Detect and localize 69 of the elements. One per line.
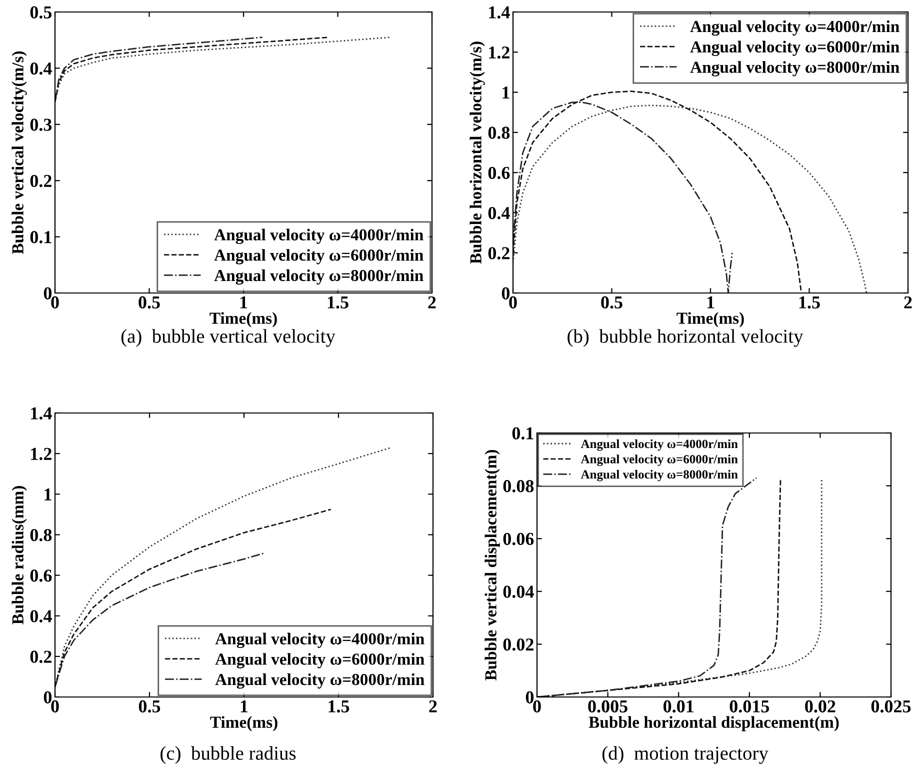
x-tick-label: 0.025 [871,700,911,713]
x-tick-label: 0.005 [588,700,628,713]
y-tick-label: 1.2 [31,448,52,460]
x-tick-label: 0.5 [138,296,160,309]
y-tick-label: 1 [44,488,52,500]
x-tick-label: 0.015 [730,700,770,713]
y-tick-label: 0.4 [488,206,510,220]
legend-label: Angual velocity ω=6000r/min [215,653,424,668]
y-tick-label: 0.4 [30,610,52,622]
y-tick-label: 0.02 [503,638,534,651]
legend-label: Angual velocity ω=6000r/min [580,454,738,466]
y-tick-label: 0 [44,287,52,300]
y-tick-label: 0.06 [503,532,534,546]
y-tick-label: 1.4 [489,6,510,19]
x-tick-label: 1.5 [328,296,348,309]
x-tick-label: 0.02 [805,700,836,713]
y-axis-title: Bubble vertical velocity(m/s) [12,51,27,254]
x-tick-label: 1 [240,700,248,712]
x-axis-title: Bubble horizontal displacement(m) [588,716,839,732]
x-tick-label: 2 [429,700,437,712]
y-tick-label: 0.6 [30,570,52,582]
y-tick-label: 0 [44,691,52,704]
y-tick-label: 0.1 [512,427,534,440]
text: (a) bubble vertical velocity [121,329,336,347]
y-tick-label: 0.2 [30,174,52,188]
x-tick-label: 0.5 [138,700,160,713]
y-tick-label: 0.04 [503,586,534,598]
y-axis-title: Bubble radius(mm) [12,486,27,624]
y-tick-label: 0.8 [30,528,52,542]
text: (b) bubble horizontal velocity [568,329,804,347]
y-tick-label: 0.8 [488,126,510,139]
legend-label: Angual velocity ω=4000r/min [214,228,424,244]
x-tick-label: 1.5 [799,296,820,309]
y-tick-label: 1.4 [31,407,52,420]
y-tick-label: 0.2 [488,247,510,260]
y-tick-label: 0.2 [30,650,52,663]
y-axis-title: Bubble vertical displacement(m) [484,450,500,680]
y-tick-label: 1 [502,86,510,99]
legend-label: Angual velocity ω=8000r/min [215,673,424,689]
y-axis-title: Bubble horizontal velocity(m/s) [470,42,485,264]
text: (d) motion trajectory [602,746,768,764]
legend-label: Angual velocity ω=8000r/min [690,61,900,76]
text: (c) bubble radius [160,746,296,764]
y-tick-label: 1.2 [489,46,510,59]
y-tick-label: 0.08 [503,480,534,492]
legend-label: Angual velocity ω=4000r/min [690,20,900,36]
legend-label: Angual velocity ω=4000r/min [580,439,738,451]
legend-label: Angual velocity ω=8000r/min [214,269,424,285]
y-tick-label: 0 [526,691,534,704]
y-tick-label: 0 [502,287,510,300]
x-axis-title: Time(ms) [210,716,278,732]
legend-label: Angual velocity ω=6000r/min [690,40,900,56]
y-tick-label: 0.3 [30,118,52,131]
x-tick-label: 2 [904,296,912,308]
legend-label: Angual velocity ω=8000r/min [580,470,738,482]
legend-label: Angual velocity ω=6000r/min [214,249,424,264]
x-tick-label: 1.5 [328,700,350,713]
x-axis-title: Time(ms) [676,312,744,328]
y-tick-label: 0.5 [30,6,52,19]
y-tick-label: 0.1 [30,231,52,244]
x-tick-label: 1 [707,296,714,308]
x-axis-title: Time(ms) [210,312,277,328]
y-tick-label: 0.4 [30,62,52,75]
x-tick-label: 1 [240,296,248,308]
x-tick-label: 0.01 [663,700,694,713]
x-tick-label: 0.5 [601,296,622,309]
x-tick-label: 2 [428,296,436,308]
y-tick-label: 0.6 [488,166,510,180]
legend-label: Angual velocity ω=4000r/min [215,632,424,648]
